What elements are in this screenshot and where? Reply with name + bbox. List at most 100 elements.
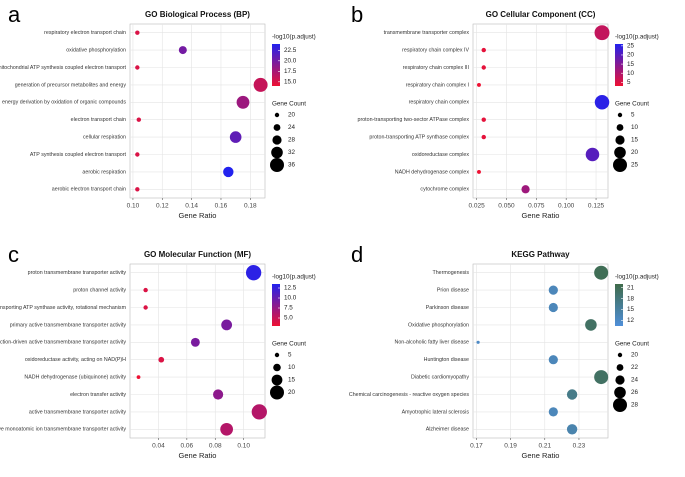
size-key [273, 124, 281, 131]
size-key-label: 5 [288, 352, 292, 359]
size-key-label: 10 [288, 364, 296, 371]
dot [135, 187, 140, 192]
color-tick-label: 20 [627, 52, 635, 59]
color-tick-label: 12 [627, 317, 635, 324]
color-bar [615, 284, 623, 326]
dot [136, 117, 142, 122]
dot [481, 117, 486, 122]
size-key-label: 26 [631, 389, 639, 396]
plot-area [129, 263, 266, 439]
plot-area [472, 263, 609, 439]
size-legend-title: Gene Count [272, 341, 306, 348]
y-tick-label: Chemical carcinogenesis - reactive oxyge… [349, 392, 469, 398]
size-key-label: 28 [288, 137, 296, 144]
x-tick-label: 0.18 [244, 203, 257, 210]
size-key [273, 363, 281, 372]
x-tick-label: 0.23 [573, 443, 586, 450]
dot [585, 319, 597, 331]
size-key [613, 398, 627, 412]
y-tick-label: Thermogenesis [432, 270, 469, 276]
y-tick-label: oxidative phosphorylation [66, 48, 126, 54]
y-tick-label: electron transfer activity [70, 392, 126, 398]
chart-panel: a GO Biological Process (BP) 0.10 0.12 0.14 0… [0, 2, 316, 220]
dot [213, 389, 224, 400]
dot [481, 47, 486, 53]
color-bar [615, 44, 623, 86]
color-tick-label: 5 [627, 79, 631, 86]
dot [135, 30, 140, 35]
y-tick-label: Diabetic cardiomyopathy [411, 375, 469, 381]
chart-title: GO Molecular Function (MF) [144, 250, 251, 259]
size-key-label: 24 [288, 124, 296, 131]
size-legend-title: Gene Count [615, 341, 649, 348]
y-tick-label: proton channel activity [73, 288, 126, 294]
x-tick-label: 0.21 [538, 443, 551, 450]
size-legend-title: Gene Count [272, 101, 306, 108]
size-key [617, 352, 623, 358]
dot [136, 375, 141, 379]
dot [251, 404, 267, 420]
x-axis-label: Gene Ratio [522, 211, 560, 220]
x-tick-label: 0.19 [504, 443, 517, 450]
dot [566, 389, 578, 400]
x-tick-label: 0.025 [468, 203, 485, 210]
color-legend-title: -log10(p.adjust) [615, 274, 659, 281]
y-tick-label: active monoatomic ion transmembrane tran… [0, 427, 126, 433]
color-tick-label: 10.0 [284, 295, 297, 302]
dot [481, 65, 486, 70]
y-tick-label: respiratory electron transport chain [44, 30, 126, 36]
x-tick-label: 0.04 [152, 443, 165, 450]
chart-panel: c GO Molecular Function (MF) 0.04 0.06 0.08 0… [0, 242, 316, 460]
color-tick-label: 20.0 [284, 57, 297, 64]
y-tick-label: NADH dehydrogenase complex [395, 169, 470, 175]
size-key-label: 25 [631, 162, 639, 169]
dot [178, 46, 187, 55]
dot [548, 285, 558, 295]
dot [221, 319, 233, 331]
size-key [614, 146, 626, 159]
y-tick-label: respiratory chain complex [409, 100, 470, 106]
panel-label: d [351, 242, 363, 267]
color-tick-label: 17.5 [284, 68, 297, 75]
color-tick-label: 15 [627, 61, 635, 68]
x-tick-label: 0.12 [156, 203, 169, 210]
x-tick-label: 0.050 [498, 203, 515, 210]
color-bar [272, 284, 280, 326]
size-key [616, 124, 624, 131]
size-key [270, 385, 284, 400]
x-axis-label: Gene Ratio [522, 451, 560, 460]
y-tick-label: energy derivation by oxidation of organi… [2, 100, 126, 106]
dot [190, 337, 200, 347]
dot [521, 185, 530, 194]
x-tick-label: 0.08 [209, 443, 222, 450]
y-tick-label: ATP synthesis coupled electron transport [30, 152, 127, 158]
y-tick-label: mitochondrial ATP synthesis coupled elec… [0, 65, 127, 71]
dot [476, 340, 480, 344]
x-tick-label: 0.10 [127, 203, 140, 210]
size-key-label: 22 [631, 364, 639, 371]
x-tick-label: 0.075 [528, 203, 545, 210]
dot [585, 147, 600, 162]
size-key [271, 374, 283, 386]
y-tick-label: cellular respiration [83, 135, 126, 141]
y-tick-label: proton-transporting ATP synthase complex [369, 135, 469, 141]
size-key-label: 10 [631, 124, 639, 131]
size-key-label: 28 [631, 402, 639, 409]
y-tick-label: Huntington disease [424, 357, 469, 363]
x-tick-label: 0.14 [185, 203, 198, 210]
y-tick-label: Parkinson disease [426, 305, 469, 311]
y-tick-label: Prion disease [437, 288, 469, 294]
size-legend-title: Gene Count [615, 101, 649, 108]
chart-title: KEGG Pathway [511, 250, 570, 259]
y-tick-label: oxidoreductase activity, acting on NAD(P… [25, 357, 126, 363]
dot [566, 424, 578, 435]
size-key-label: 20 [631, 149, 639, 156]
chart-panel: b GO Cellular Component (CC) 0.025 0.050 0.0… [351, 2, 659, 220]
size-key [617, 112, 623, 118]
plot-area [472, 23, 609, 199]
y-tick-label: aerobic electron transport chain [52, 187, 126, 193]
color-tick-label: 22.5 [284, 47, 297, 54]
color-legend-title: -log10(p.adjust) [272, 274, 316, 281]
dot [594, 370, 609, 385]
color-bar [272, 44, 280, 86]
